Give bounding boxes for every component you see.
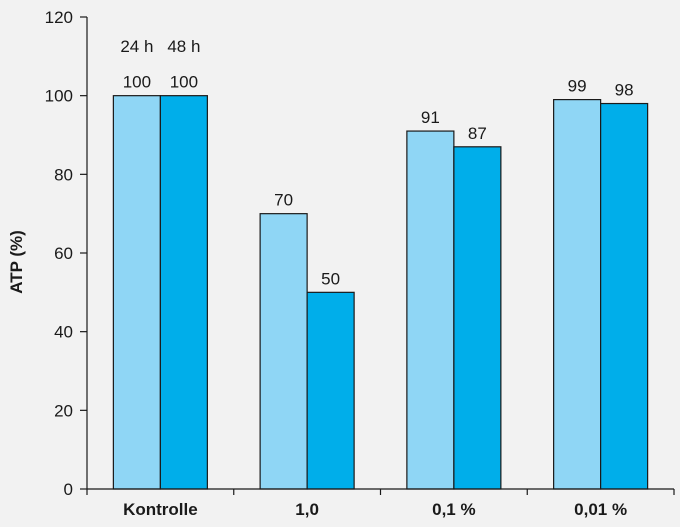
y-tick-label: 120 [45,8,73,27]
bar-48h-1 [306,291,355,490]
y-tick-label: 40 [54,323,73,342]
data-label: 91 [421,108,440,127]
data-label: 70 [274,191,293,210]
bar-48h-2 [453,146,502,490]
x-tick-label: 1,0 [295,500,319,519]
labels-layer: ATP (%) 100 100 Kontrolle 70 50 1,0 91 87 0,1 % 9… [7,8,634,519]
legend-label: 48 h [167,37,200,56]
x-tick-label: Kontrolle [123,500,198,519]
data-label: 87 [468,124,487,143]
data-label: 50 [321,269,340,288]
bar-24h-1 [259,213,308,490]
bar-48h-3 [600,102,649,490]
bar-48h-0 [159,95,208,490]
x-tick-label: 0,01 % [574,500,627,519]
bar-24h-2 [406,130,455,490]
y-tick-label: 60 [54,244,73,263]
data-label: 100 [170,73,198,92]
bar-24h-0 [112,95,161,490]
y-axis-title: ATP (%) [7,230,26,294]
data-label: 98 [615,81,634,100]
axes-layer [80,16,675,495]
y-tick-label: 0 [64,480,73,499]
bar-24h-3 [553,98,602,490]
x-tick-label: 0,1 % [432,500,475,519]
y-tick-label: 20 [54,401,73,420]
legend-label: 24 h [120,37,153,56]
bars-layer [112,95,649,490]
y-tick-label: 100 [45,87,73,106]
y-tick-label: 80 [54,165,73,184]
data-label: 100 [123,73,151,92]
data-label: 99 [568,77,587,96]
